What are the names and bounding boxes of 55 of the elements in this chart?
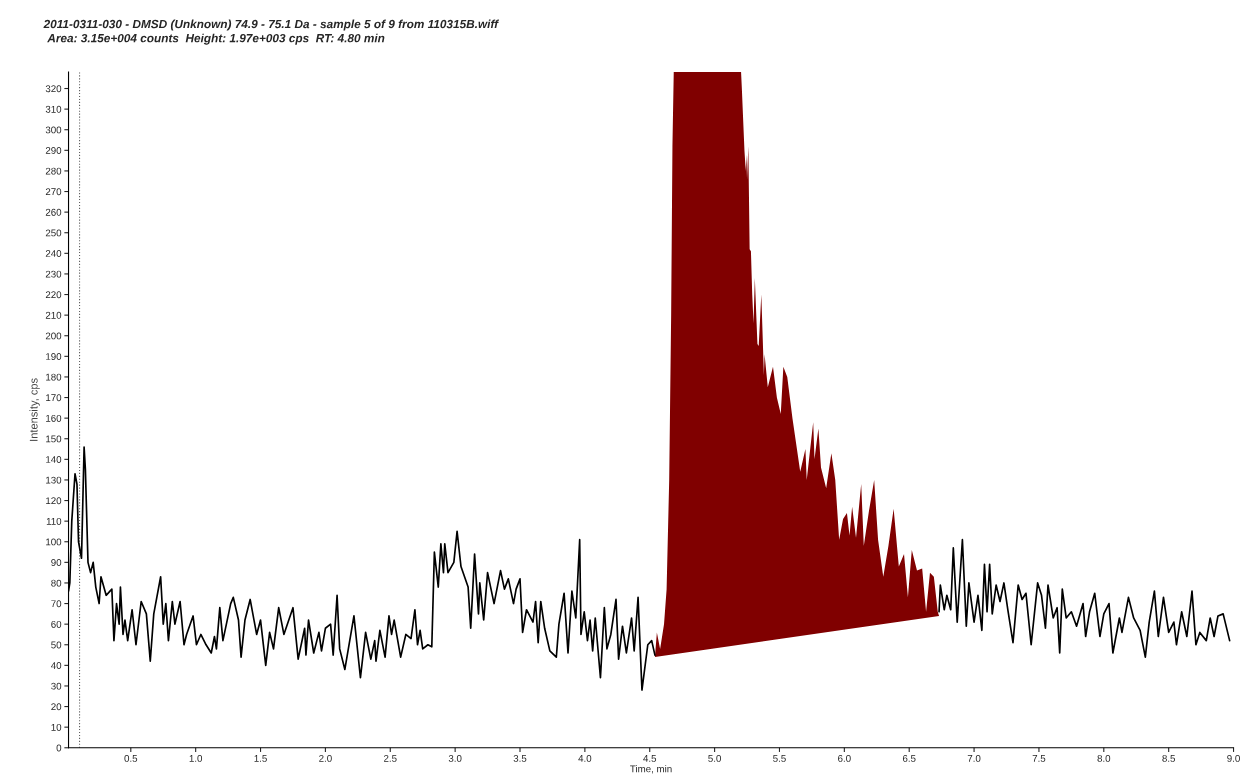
y-tick-label: 70 [51,600,62,608]
y-tick-label: 290 [45,147,62,154]
y-tick-label: 150 [46,435,62,443]
y-tick-label: 300 [45,126,62,134]
x-tick-label: 4.0 [578,754,592,762]
x-tick-label: 7.0 [967,754,981,762]
y-tick-label: 90 [51,559,62,566]
y-tick-label: 230 [45,270,62,278]
y-tick-label: 50 [51,641,62,649]
x-tick-label: 4.5 [643,755,657,762]
y-tick-label: 270 [45,188,62,196]
y-tick-label: 240 [45,250,62,257]
y-tick-label: 190 [46,353,62,360]
chart-subtitle: Area: 3.15e+004 counts Height: 1.97e+003 cps RT: 4.80 min [47,33,385,45]
y-tick-label: 220 [45,291,62,299]
y-tick-label: 10 [51,723,62,731]
y-tick-label: 310 [45,105,62,113]
x-axis-title: Time, min [630,765,672,774]
x-tick-label: 1.0 [189,754,203,762]
x-tick-label: 9.0 [1227,754,1240,762]
y-tick-label: 0 [56,744,62,752]
y-tick-label: 110 [46,517,62,525]
x-tick-label: 0.5 [124,754,138,762]
y-tick-label: 260 [45,208,62,216]
y-tick-label: 210 [45,311,62,319]
x-tick-label: 6.5 [902,754,916,762]
chart-title: 2011-0311-030 - DMSD (Unknown) 74.9 - 75.1 Da - sample 5 of 9 from 110315B.wiff [43,19,500,31]
y-tick-label: 180 [46,373,62,381]
y-tick-label: 170 [46,394,62,402]
y-tick-label: 160 [46,414,62,422]
x-tick-label: 5.5 [773,755,786,762]
y-tick-label: 250 [45,229,62,237]
x-tick-label: 8.0 [1097,754,1111,762]
y-tick-label: 140 [46,456,62,463]
y-tick-label: 20 [51,703,62,711]
y-tick-label: 40 [51,662,62,669]
x-tick-label: 6.0 [838,754,851,762]
y-tick-label: 130 [46,476,62,484]
x-tick-label: 2.0 [319,754,332,762]
y-tick-label: 80 [51,579,62,587]
x-tick-label: 1.5 [254,755,267,762]
x-tick-label: 8.5 [1162,754,1176,762]
y-tick-label: 120 [46,497,62,505]
y-tick-label: 60 [51,620,62,628]
x-tick-label: 7.5 [1032,755,1046,762]
x-tick-label: 5.0 [708,754,721,762]
y-tick-label: 320 [45,85,62,93]
y-tick-label: 30 [51,682,62,690]
y-tick-label: 200 [45,332,62,340]
y-axis-title: Intensity, cps [29,378,40,441]
y-tick-label: 280 [45,167,62,175]
x-tick-label: 3.5 [513,754,527,762]
x-tick-label: 2.5 [384,754,397,762]
y-tick-label: 100 [46,538,62,546]
x-tick-label: 3.0 [448,754,462,762]
